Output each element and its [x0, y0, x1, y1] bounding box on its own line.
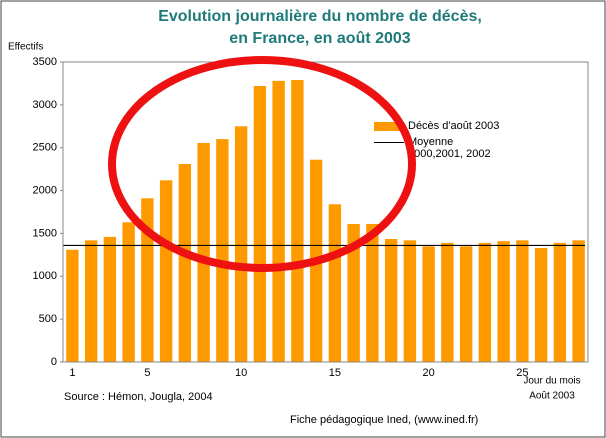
bar	[384, 239, 398, 362]
bar	[253, 86, 267, 362]
bar	[216, 139, 229, 362]
legend-label: Décès d'août 2003	[408, 120, 500, 132]
bar	[328, 204, 342, 362]
bar	[441, 242, 454, 362]
legend: Décès d'août 2003 Moyenne 2000,2001, 200…	[372, 120, 518, 164]
y-tick-label: 2000	[33, 184, 57, 196]
y-tick-label: 3500	[33, 56, 57, 68]
y-tick-label: 0	[51, 356, 57, 368]
credit: Fiche pédagogique Ined, (www.ined.fr)	[290, 414, 478, 426]
y-tick-label: 1500	[33, 227, 57, 239]
bar	[197, 143, 210, 362]
bar	[403, 240, 417, 362]
bar	[366, 224, 379, 362]
bar	[103, 236, 117, 362]
x-tick-label: 25	[516, 367, 528, 379]
x-tick-label: 15	[329, 367, 341, 379]
chart-title: Evolution journalière du nombre de décès…	[158, 8, 482, 25]
bar	[291, 80, 304, 362]
x-axis-label: Août 2003	[529, 391, 575, 402]
bar	[234, 126, 248, 363]
bar	[272, 80, 285, 362]
chart-title: en France, en août 2003	[229, 30, 411, 47]
y-tick-label: 1000	[33, 270, 57, 282]
bar	[553, 242, 567, 362]
legend-swatch	[374, 142, 404, 143]
bar	[497, 241, 510, 362]
y-tick-label: 2500	[33, 142, 57, 154]
bar	[534, 248, 548, 362]
legend-label: Moyenne 2000,2001, 2002	[408, 136, 491, 160]
y-tick-label: 3000	[33, 99, 57, 111]
x-axis-label: Jour du mois	[523, 376, 580, 387]
bar	[159, 180, 173, 362]
legend-item: Moyenne 2000,2001, 2002	[372, 136, 518, 160]
bar	[347, 224, 360, 362]
bar	[478, 242, 492, 362]
bar	[141, 198, 154, 362]
y-axis-label: Effectifs	[8, 42, 43, 53]
bar	[516, 240, 529, 362]
bar	[122, 222, 135, 362]
x-tick-label: 20	[423, 367, 435, 379]
bar	[178, 164, 192, 362]
bar	[422, 246, 435, 362]
legend-swatch	[374, 122, 404, 131]
y-tick-label: 500	[39, 313, 57, 325]
bar	[66, 249, 79, 362]
source: Source : Hémon, Jougla, 2004	[64, 391, 213, 403]
bar	[572, 240, 585, 362]
x-tick-label: 10	[235, 367, 247, 379]
bar	[84, 240, 98, 362]
x-tick-label: 1	[69, 367, 75, 379]
legend-item: Décès d'août 2003	[372, 120, 518, 132]
x-tick-label: 5	[144, 367, 150, 379]
bar	[309, 159, 323, 362]
bar	[459, 246, 473, 362]
